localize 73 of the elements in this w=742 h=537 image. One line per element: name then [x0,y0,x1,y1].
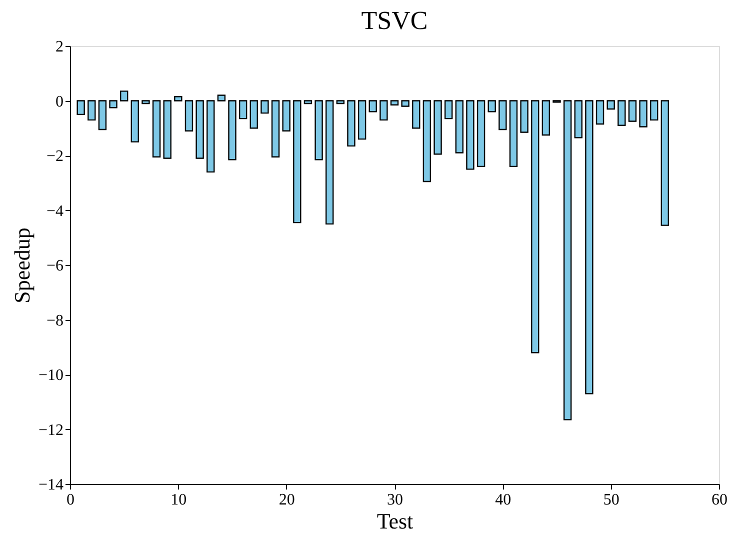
bar [520,100,528,133]
bar [238,100,248,120]
bar [509,100,518,168]
bar [76,100,85,116]
bar [660,100,670,226]
bar [650,100,658,121]
bar [531,100,540,354]
bar [358,100,366,140]
bar [488,100,496,112]
bar [314,100,323,160]
bar [293,100,302,224]
x-tick-label: 30 [387,492,403,508]
bar [606,100,615,110]
bar [585,100,594,394]
bar [563,100,572,420]
bar [120,90,128,102]
bar [282,100,290,132]
bar [304,100,312,104]
bar [142,100,150,104]
y-tick-label: −4 [46,202,64,220]
bar [88,100,96,121]
bar [174,96,182,102]
bar [228,100,236,160]
bar [434,100,442,155]
bar [163,100,172,159]
y-tick-label: 2 [56,38,64,56]
y-axis-title: Speedup [9,228,34,304]
bar [628,100,637,122]
bar [401,100,410,107]
bar [347,100,356,147]
bar [196,100,204,159]
bar [542,100,550,136]
y-tick-label: −10 [38,367,64,384]
x-tick-label: 50 [603,492,620,508]
y-tick-label: −8 [46,312,64,330]
chart-title: TSVC [361,6,428,35]
y-tick-label: −2 [46,148,64,165]
bar [574,100,582,138]
bar [250,100,258,129]
bar [326,100,334,225]
bar [368,100,377,112]
y-tick-label: −12 [38,422,64,439]
bar [596,100,604,125]
bar [390,100,399,106]
x-tick-label: 40 [495,492,512,508]
bar [476,100,486,168]
x-tick-label: 20 [278,492,295,508]
bar [422,100,432,182]
bar [206,100,215,173]
bar [380,100,388,121]
x-axis-title: Test [376,508,414,534]
bar [618,100,626,126]
bar [152,100,161,158]
bar [498,100,507,130]
bar [109,100,118,108]
bar [130,100,139,142]
bar [455,100,464,154]
bar [412,100,420,129]
x-tick-label: 0 [66,492,74,508]
bar [466,100,474,170]
y-tick-label: −14 [38,476,64,494]
bar [260,100,269,114]
bar [271,100,280,158]
bar [217,94,226,102]
bar [336,100,345,104]
y-tick-label: −6 [46,258,64,274]
x-tick-label: 60 [712,492,728,508]
bar [184,100,194,132]
bar [444,100,453,120]
x-tick-label: 10 [170,492,187,508]
bar [639,100,648,128]
y-tick-label: 0 [56,93,64,110]
bar [98,100,107,130]
